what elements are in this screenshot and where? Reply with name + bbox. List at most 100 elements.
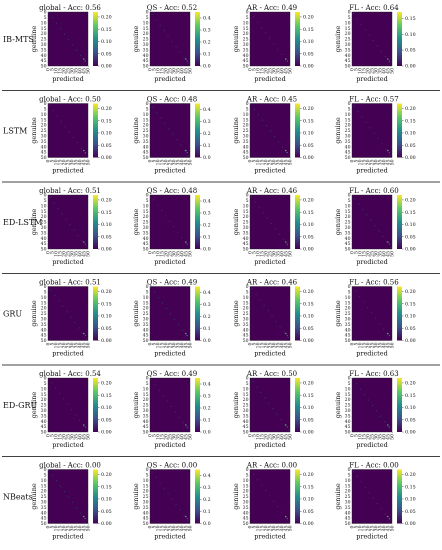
colorbar — [295, 286, 300, 341]
x-tick-label: 50 — [390, 342, 396, 348]
x-tick-label: 0 — [46, 251, 52, 254]
x-tick-label: 45 — [386, 525, 392, 531]
diagonal-cell — [378, 230, 380, 232]
y-tick-label: 45 — [243, 58, 249, 64]
x-tick-label: 15 — [260, 251, 266, 257]
y-tick-label: 35 — [345, 139, 351, 145]
x-tick-label: 5 — [50, 159, 56, 162]
x-tick-label: 15 — [260, 159, 266, 165]
diagonal-cell — [71, 409, 73, 411]
x-tick-label: 40 — [382, 525, 388, 531]
colorbar-tick-label: 0.05 — [405, 234, 416, 240]
x-tick-label: 5 — [50, 251, 56, 254]
diagonal-cell — [285, 59, 287, 61]
y-tick-label: 45 — [143, 150, 149, 156]
diagonal-cell — [179, 509, 181, 511]
diagonal-cell — [374, 225, 376, 227]
heatmap-cells — [47, 286, 89, 341]
y-tick-label: 15 — [143, 209, 149, 215]
y-tick-label: 15 — [41, 392, 47, 398]
y-tick-label: 15 — [345, 483, 351, 489]
colorbar-tick-label: 0.05 — [101, 234, 112, 240]
diagonal-cell — [59, 393, 61, 395]
diagonal-cell — [175, 504, 177, 505]
diagonal-cell — [170, 313, 171, 315]
diagonal-cell — [51, 382, 53, 384]
colorbar-tick-label: 0.10 — [405, 314, 416, 320]
panel-title: global - Acc: 0.56 — [39, 4, 101, 12]
y-tick-label: 0 — [348, 193, 351, 199]
colorbar — [93, 286, 98, 341]
x-tick-label: 25 — [370, 68, 376, 74]
y-axis-label: genuine — [232, 483, 240, 510]
panel-title: QS - Acc: 0.49 — [147, 279, 197, 287]
diagonal-cell — [269, 37, 271, 39]
diagonal-cell — [80, 55, 81, 57]
colorbar-tick-label: 0.05 — [405, 48, 416, 54]
x-tick-label: 45 — [386, 342, 392, 348]
x-tick-label: 35 — [74, 434, 80, 440]
y-tick-label: 25 — [243, 220, 249, 226]
diagonal-cell — [368, 34, 370, 36]
x-tick-label: 35 — [74, 159, 80, 165]
x-tick-label: 30 — [272, 68, 278, 74]
y-tick-label: 45 — [41, 150, 47, 156]
y-tick-label: 5 — [146, 381, 149, 387]
x-tick-label: 10 — [156, 159, 162, 165]
diagonal-cell — [58, 300, 60, 302]
colorbar-tick-label: 0.0 — [203, 430, 211, 436]
highlight-cell — [388, 60, 390, 62]
y-tick-label: 35 — [143, 322, 149, 328]
x-tick-label: 35 — [74, 68, 80, 74]
highlight-cell — [185, 424, 187, 426]
diagonal-cell — [383, 328, 385, 330]
x-tick-label: 15 — [58, 251, 64, 257]
x-tick-label: 40 — [180, 251, 186, 257]
diagonal-cell — [372, 405, 373, 406]
diagonal-cell — [272, 408, 274, 410]
diagonal-cell — [49, 197, 51, 199]
highlight-cell — [388, 152, 390, 154]
x-tick-label: 30 — [374, 525, 380, 531]
y-tick-label: 15 — [243, 26, 249, 32]
y-tick-label: 20 — [41, 123, 47, 129]
y-tick-label: 25 — [41, 220, 47, 226]
diagonal-cell — [273, 43, 275, 45]
diagonal-cell — [257, 479, 259, 481]
colorbar-tick-label: 0.05 — [303, 509, 314, 515]
y-axis-label: genuine — [334, 26, 342, 53]
diagonal-cell — [258, 114, 259, 116]
y-tick-label: 25 — [41, 37, 47, 43]
y-tick-label: 35 — [41, 413, 47, 419]
y-tick-label: 15 — [41, 300, 47, 306]
colorbar-tick-label: 0.00 — [405, 247, 416, 253]
y-axis-label: genuine — [232, 300, 240, 327]
colorbar-tick-label: 0.10 — [405, 497, 416, 503]
colorbar — [397, 378, 402, 432]
panel-title: global - Acc: 0.00 — [39, 462, 101, 470]
y-tick-label: 15 — [243, 209, 249, 215]
highlight-cell — [83, 149, 85, 152]
y-tick-label: 40 — [243, 510, 249, 516]
diagonal-cell — [82, 332, 84, 334]
x-tick-label: 0 — [248, 525, 254, 528]
diagonal-cell — [60, 485, 61, 487]
diagonal-cell — [166, 308, 167, 309]
y-tick-label: 5 — [146, 198, 149, 204]
y-tick-label: 30 — [143, 134, 149, 140]
colorbar — [195, 103, 200, 158]
y-tick-label: 20 — [243, 214, 249, 220]
diagonal-cell — [266, 217, 268, 219]
y-tick-label: 40 — [345, 144, 351, 150]
x-tick-label: 20 — [164, 342, 170, 348]
x-tick-label: 20 — [164, 434, 170, 440]
y-tick-label: 50 — [345, 521, 351, 527]
diagonal-cell — [282, 146, 283, 148]
x-axis-label: predicted — [52, 258, 84, 266]
x-tick-label: 45 — [82, 159, 88, 165]
diagonal-cell — [258, 206, 260, 208]
x-tick-label: 0 — [148, 342, 154, 345]
x-tick-label: 10 — [156, 342, 162, 348]
